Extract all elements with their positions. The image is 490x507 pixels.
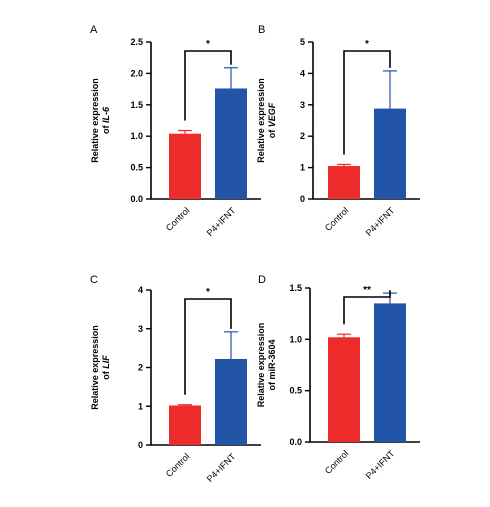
y-axis-label: Relative expressionof IL-6 (90, 78, 111, 163)
panel-B: B 0 1 2 3 4 5 Relative expressionof VEGF Control… (256, 24, 420, 238)
significance-marker: * (206, 39, 210, 50)
y-axis-label: Relative expressionof VEGF (256, 78, 277, 163)
y-tick-label: 2 (300, 131, 305, 141)
panel-A: A 0.0 0.5 1.0 1.5 2.0 2.5 Relative expressionof… (90, 24, 261, 238)
y-tick-label: 1 (300, 163, 305, 173)
bar-p4-ifnt (374, 303, 406, 442)
y-tick-label: 0 (300, 194, 305, 204)
category-label: P4+IFNT (205, 205, 238, 238)
y-axis-label-gene: IL-6 (101, 106, 111, 123)
y-axis-label: Relative expressionof LIF (90, 325, 111, 410)
bar-p4-ifnt (374, 108, 406, 199)
y-axis-label-gene: VEGF (267, 102, 277, 127)
panel-letter: C (90, 274, 98, 286)
category-label: P4+IFNT (364, 448, 397, 481)
category-label: Control (323, 448, 351, 476)
y-axis-label-prefix: of (267, 127, 277, 138)
significance-bracket (343, 290, 391, 325)
significance-marker: ** (363, 285, 371, 296)
significance-marker: * (365, 39, 369, 50)
bar-control (328, 166, 360, 199)
y-tick-label: 4 (300, 68, 305, 78)
y-axis-label-line2: of LIF (101, 355, 111, 380)
category-label: Control (164, 205, 192, 233)
y-axis-label-line1: Relative expression (90, 325, 100, 410)
y-axis-label: Relative expressionof miR-3604 (256, 323, 277, 408)
bar-p4-ifnt (215, 358, 247, 445)
bar-control (328, 337, 360, 442)
panel-D: D 0.0 0.5 1.0 1.5 Relative expressionof miR-3… (256, 274, 420, 481)
y-tick-label: 0.5 (130, 163, 143, 173)
significance-bracket (184, 50, 232, 121)
category-label: Control (164, 451, 192, 479)
y-tick-label: 1.0 (130, 131, 143, 141)
y-tick-label: 2.0 (130, 68, 143, 78)
panel-letter: A (90, 24, 98, 36)
y-tick-label: 3 (138, 324, 143, 334)
panel-letter: D (258, 274, 266, 286)
y-tick-label: 0 (138, 440, 143, 450)
category-label: P4+IFNT (364, 205, 397, 238)
y-tick-label: 0.5 (289, 386, 302, 396)
y-tick-label: 3 (300, 100, 305, 110)
y-axis-label-gene: LIF (101, 355, 111, 369)
bar-control (169, 405, 201, 445)
category-label: Control (323, 205, 351, 233)
y-axis-label-line1: Relative expression (256, 78, 266, 163)
significance-bracket (343, 50, 391, 155)
y-tick-label: 1 (138, 401, 143, 411)
bar-p4-ifnt (215, 88, 247, 199)
y-tick-label: 0.0 (130, 194, 143, 204)
y-axis-label-line2: of miR-3604 (267, 339, 277, 390)
y-tick-label: 1.0 (289, 334, 302, 344)
significance-marker: * (206, 287, 210, 298)
y-tick-label: 2.5 (130, 37, 143, 47)
panel-letter: B (258, 24, 265, 36)
y-axis-label-line1: Relative expression (90, 78, 100, 163)
y-tick-label: 1.5 (289, 283, 302, 293)
y-axis-label-line2: of IL-6 (101, 106, 111, 134)
y-axis-label-line1: Relative expression (256, 323, 266, 408)
panel-C: C 0 1 2 3 4 Relative expressionof LIF Control P4… (90, 274, 261, 484)
y-tick-label: 0.0 (289, 437, 302, 447)
y-tick-label: 2 (138, 363, 143, 373)
y-tick-label: 1.5 (130, 100, 143, 110)
y-axis-label-line2: of VEGF (267, 102, 277, 138)
y-tick-label: 4 (138, 285, 143, 295)
y-axis-label-prefix: of (101, 369, 111, 380)
y-tick-label: 5 (300, 37, 305, 47)
bar-control (169, 133, 201, 199)
significance-bracket (184, 298, 232, 395)
y-axis-label-gene: of miR-3604 (267, 339, 277, 390)
category-label: P4+IFNT (205, 451, 238, 484)
y-axis-label-prefix: of (101, 123, 111, 134)
